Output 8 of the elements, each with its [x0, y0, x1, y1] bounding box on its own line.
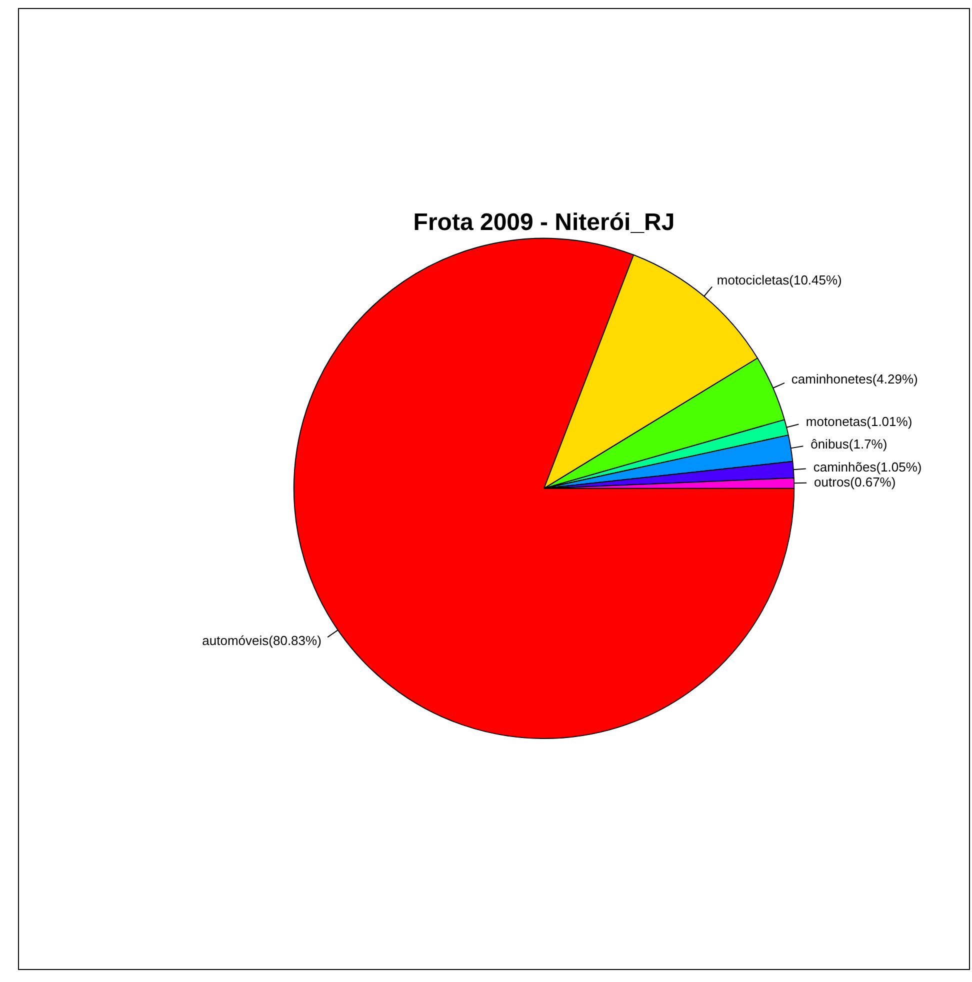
slice-label: ônibus(1.7%)	[810, 436, 888, 452]
slice-label: motocicletas(10.45%)	[716, 272, 842, 288]
slice-label: outros(0.67%)	[814, 474, 896, 490]
chart-title: Frota 2009 - Niterói_RJ	[413, 209, 675, 236]
slice-label: caminhonetes(4.29%)	[791, 372, 918, 387]
slice-label: automóveis(80.83%)	[202, 632, 322, 648]
slice-label: caminhões(1.05%)	[813, 460, 922, 475]
slice-label: motonetas(1.01%)	[806, 414, 912, 430]
